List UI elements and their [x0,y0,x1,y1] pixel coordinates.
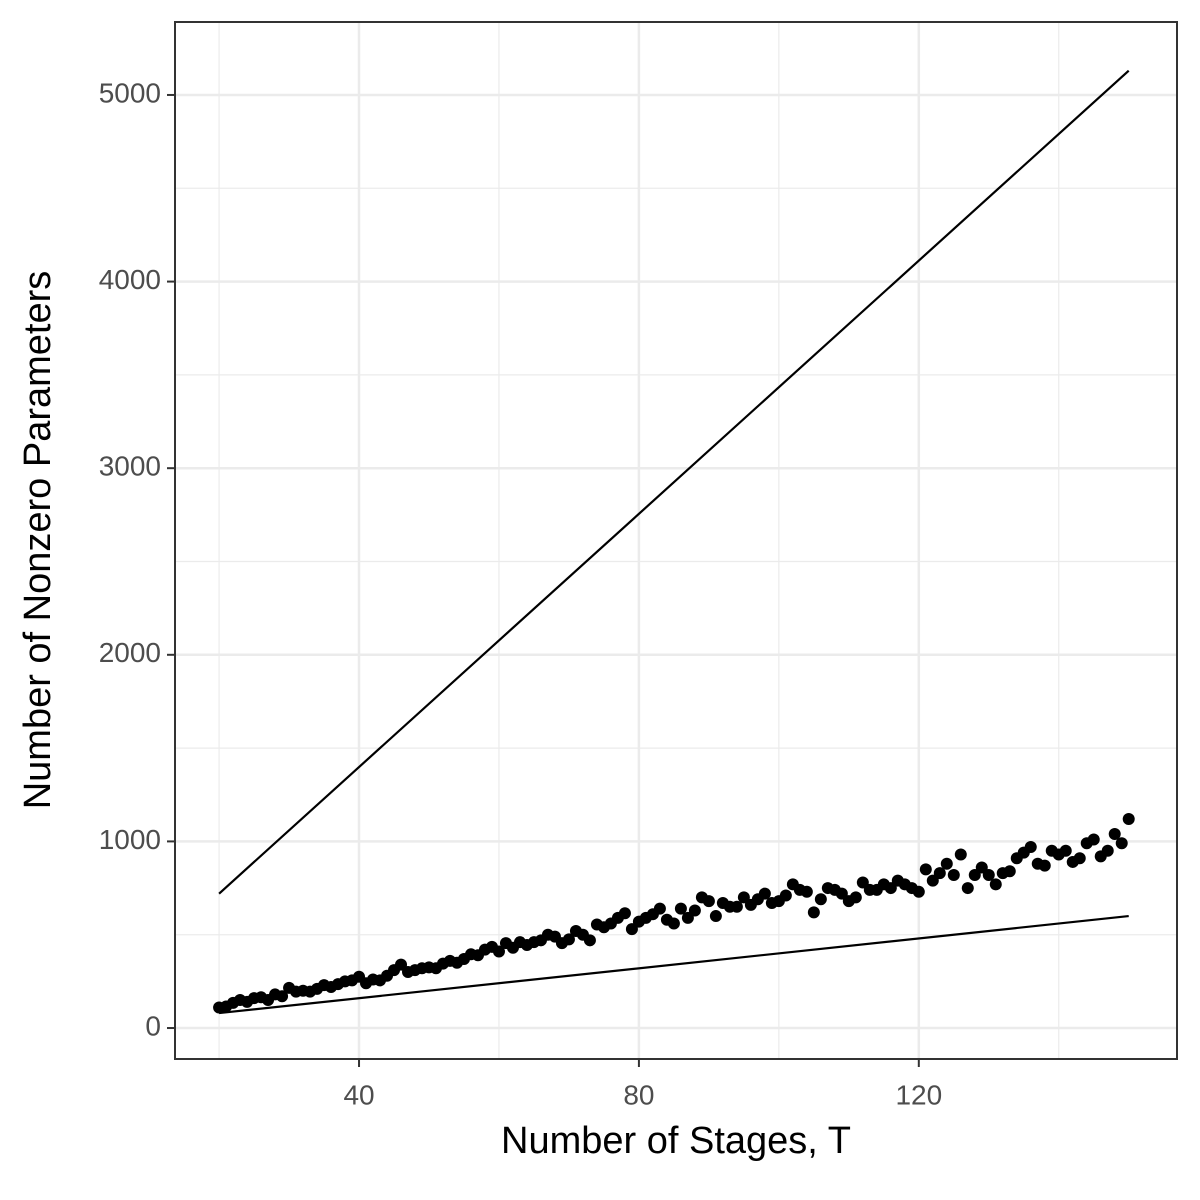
point [1115,837,1128,850]
point [276,990,289,1003]
point [1003,865,1016,878]
x-axis-title: Number of Stages, T [501,1120,851,1162]
point [1059,844,1072,857]
point [688,904,701,917]
point [961,882,974,895]
point [1038,859,1051,872]
line [218,914,1129,1015]
point [562,933,575,946]
point [674,902,687,915]
point [807,906,820,919]
point [989,878,1002,891]
point [1087,833,1100,846]
point [1108,827,1121,840]
y-tick-label: 3000 [99,451,161,482]
point [1073,852,1086,865]
point [709,910,722,923]
point [814,893,827,906]
point [954,848,967,861]
point [730,900,743,913]
point [912,885,925,898]
x-tick-label: 120 [895,1079,942,1110]
point [1101,844,1114,857]
point [1024,841,1037,854]
point [758,887,771,900]
point [982,869,995,882]
point [933,867,946,880]
panel-border [174,21,1178,1060]
point [618,907,631,920]
y-tick-label: 0 [145,1010,161,1041]
y-tick-label: 5000 [99,77,161,108]
y-axis-title: Number of Nonzero Parameters [17,271,59,810]
y-tick-label: 2000 [99,637,161,668]
y-tick-label: 1000 [99,824,161,855]
point [492,945,505,958]
point [583,934,596,947]
line [218,69,1130,895]
point [779,889,792,902]
point [653,902,666,915]
x-tick-label: 80 [623,1079,654,1110]
point [919,863,932,876]
y-tick-label: 4000 [99,264,161,295]
point [947,869,960,882]
point [940,857,953,870]
point [1122,813,1135,826]
point [800,885,813,898]
x-tick-label: 40 [343,1079,374,1110]
point [849,891,862,904]
point [702,895,715,908]
point [667,917,680,930]
